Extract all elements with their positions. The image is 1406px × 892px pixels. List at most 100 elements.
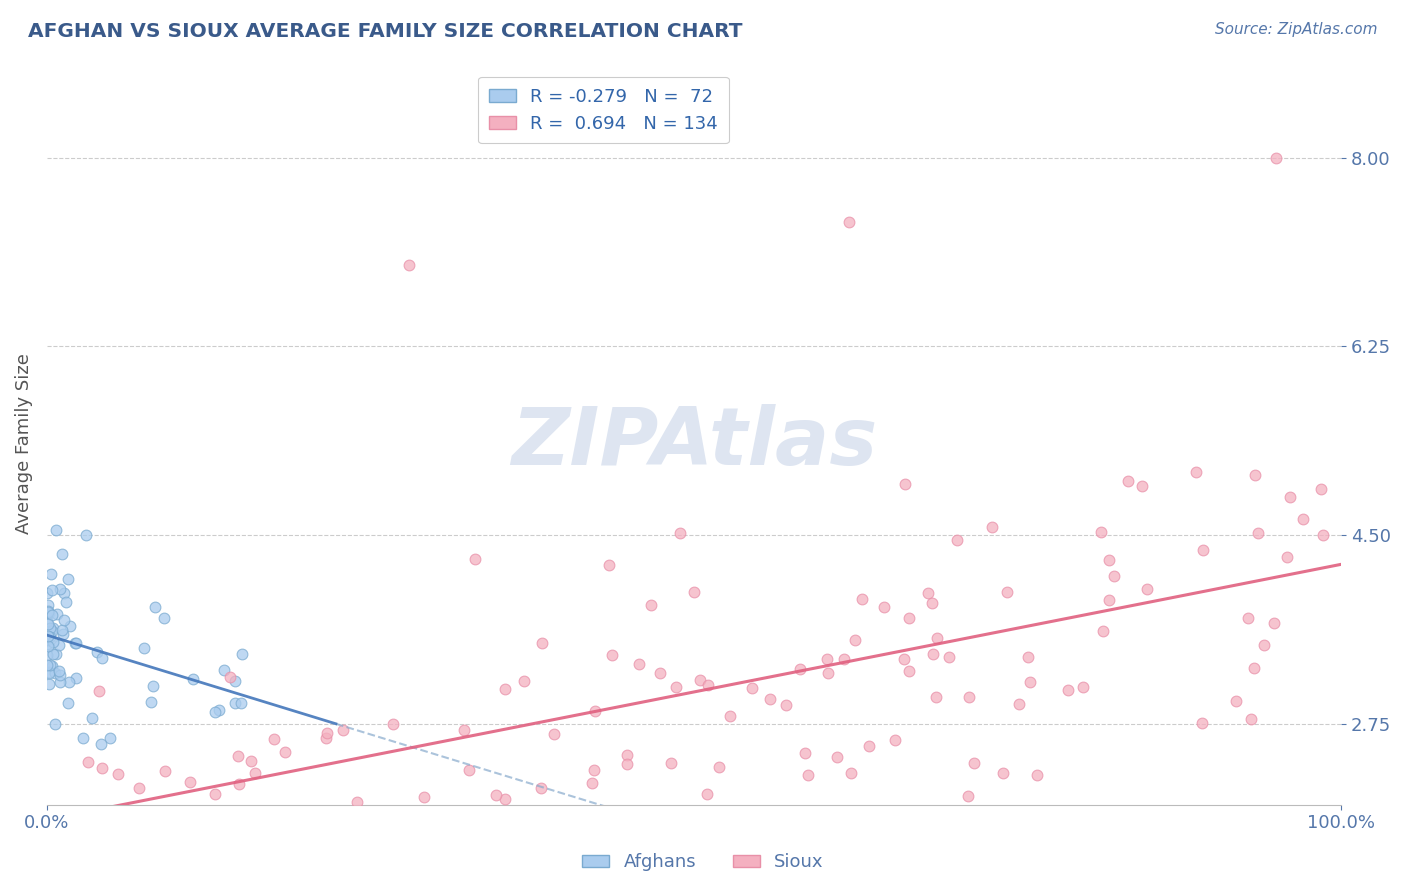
Point xyxy=(851,591,873,606)
Point xyxy=(42,621,65,635)
Point xyxy=(844,632,866,647)
Point xyxy=(1130,478,1153,492)
Point xyxy=(917,586,939,600)
Point xyxy=(1237,611,1260,625)
Point xyxy=(921,595,943,609)
Point xyxy=(80,711,103,725)
Point xyxy=(224,696,246,710)
Point xyxy=(145,599,167,614)
Point xyxy=(956,789,979,803)
Point xyxy=(696,787,718,801)
Point xyxy=(758,692,780,706)
Point xyxy=(39,567,62,582)
Point xyxy=(683,585,706,599)
Point xyxy=(56,696,79,710)
Point xyxy=(37,614,59,628)
Point xyxy=(231,647,253,661)
Point xyxy=(789,662,811,676)
Point xyxy=(579,808,602,822)
Point xyxy=(274,745,297,759)
Point xyxy=(884,732,907,747)
Point xyxy=(229,696,252,710)
Point xyxy=(1292,512,1315,526)
Point xyxy=(893,651,915,665)
Point xyxy=(37,639,59,653)
Point xyxy=(817,665,839,680)
Point xyxy=(1244,467,1267,482)
Point xyxy=(983,830,1005,844)
Point xyxy=(228,777,250,791)
Point xyxy=(58,674,80,689)
Point xyxy=(598,558,620,572)
Point xyxy=(1057,683,1080,698)
Point xyxy=(515,830,537,844)
Point xyxy=(815,652,838,666)
Point xyxy=(72,731,94,745)
Point xyxy=(35,657,58,672)
Point xyxy=(53,613,76,627)
Point xyxy=(1191,716,1213,731)
Point xyxy=(489,813,512,827)
Legend: R = -0.279   N =  72, R =  0.694   N = 134: R = -0.279 N = 72, R = 0.694 N = 134 xyxy=(478,77,728,144)
Point xyxy=(648,665,671,680)
Point xyxy=(513,673,536,688)
Point xyxy=(464,552,486,566)
Point xyxy=(35,586,58,600)
Point xyxy=(412,790,434,805)
Point xyxy=(35,607,58,621)
Point xyxy=(346,795,368,809)
Point xyxy=(37,606,59,620)
Point xyxy=(37,616,59,631)
Point xyxy=(204,787,226,801)
Point xyxy=(132,640,155,655)
Point xyxy=(924,690,946,704)
Point xyxy=(1008,697,1031,711)
Point xyxy=(399,830,422,844)
Point xyxy=(669,525,692,540)
Point xyxy=(37,598,59,612)
Point xyxy=(90,737,112,751)
Point xyxy=(51,623,73,637)
Point xyxy=(49,667,72,681)
Point xyxy=(65,636,87,650)
Point xyxy=(839,765,862,780)
Point xyxy=(75,528,97,542)
Point xyxy=(530,780,553,795)
Point xyxy=(55,595,77,609)
Point xyxy=(938,649,960,664)
Point xyxy=(48,639,70,653)
Point xyxy=(925,631,948,645)
Point xyxy=(752,830,775,844)
Point xyxy=(640,598,662,612)
Point xyxy=(48,664,70,678)
Point xyxy=(1309,482,1331,496)
Point xyxy=(793,746,815,760)
Point xyxy=(315,731,337,746)
Point xyxy=(37,604,59,618)
Point xyxy=(993,765,1015,780)
Y-axis label: Average Family Size: Average Family Size xyxy=(15,353,32,533)
Point xyxy=(87,683,110,698)
Point xyxy=(215,819,238,833)
Point xyxy=(1136,582,1159,597)
Point xyxy=(453,723,475,737)
Point xyxy=(838,215,860,229)
Point xyxy=(832,651,855,665)
Point xyxy=(963,756,986,770)
Point xyxy=(1102,569,1125,583)
Point xyxy=(1312,528,1334,542)
Point xyxy=(41,582,63,597)
Point xyxy=(494,792,516,806)
Point xyxy=(494,681,516,696)
Point xyxy=(957,690,980,704)
Point xyxy=(1090,524,1112,539)
Point xyxy=(153,764,176,778)
Point xyxy=(797,768,820,782)
Point xyxy=(858,739,880,754)
Legend: Afghans, Sioux: Afghans, Sioux xyxy=(575,847,831,879)
Point xyxy=(139,695,162,709)
Point xyxy=(42,634,65,648)
Point xyxy=(1247,526,1270,541)
Point xyxy=(531,636,554,650)
Point xyxy=(616,756,638,771)
